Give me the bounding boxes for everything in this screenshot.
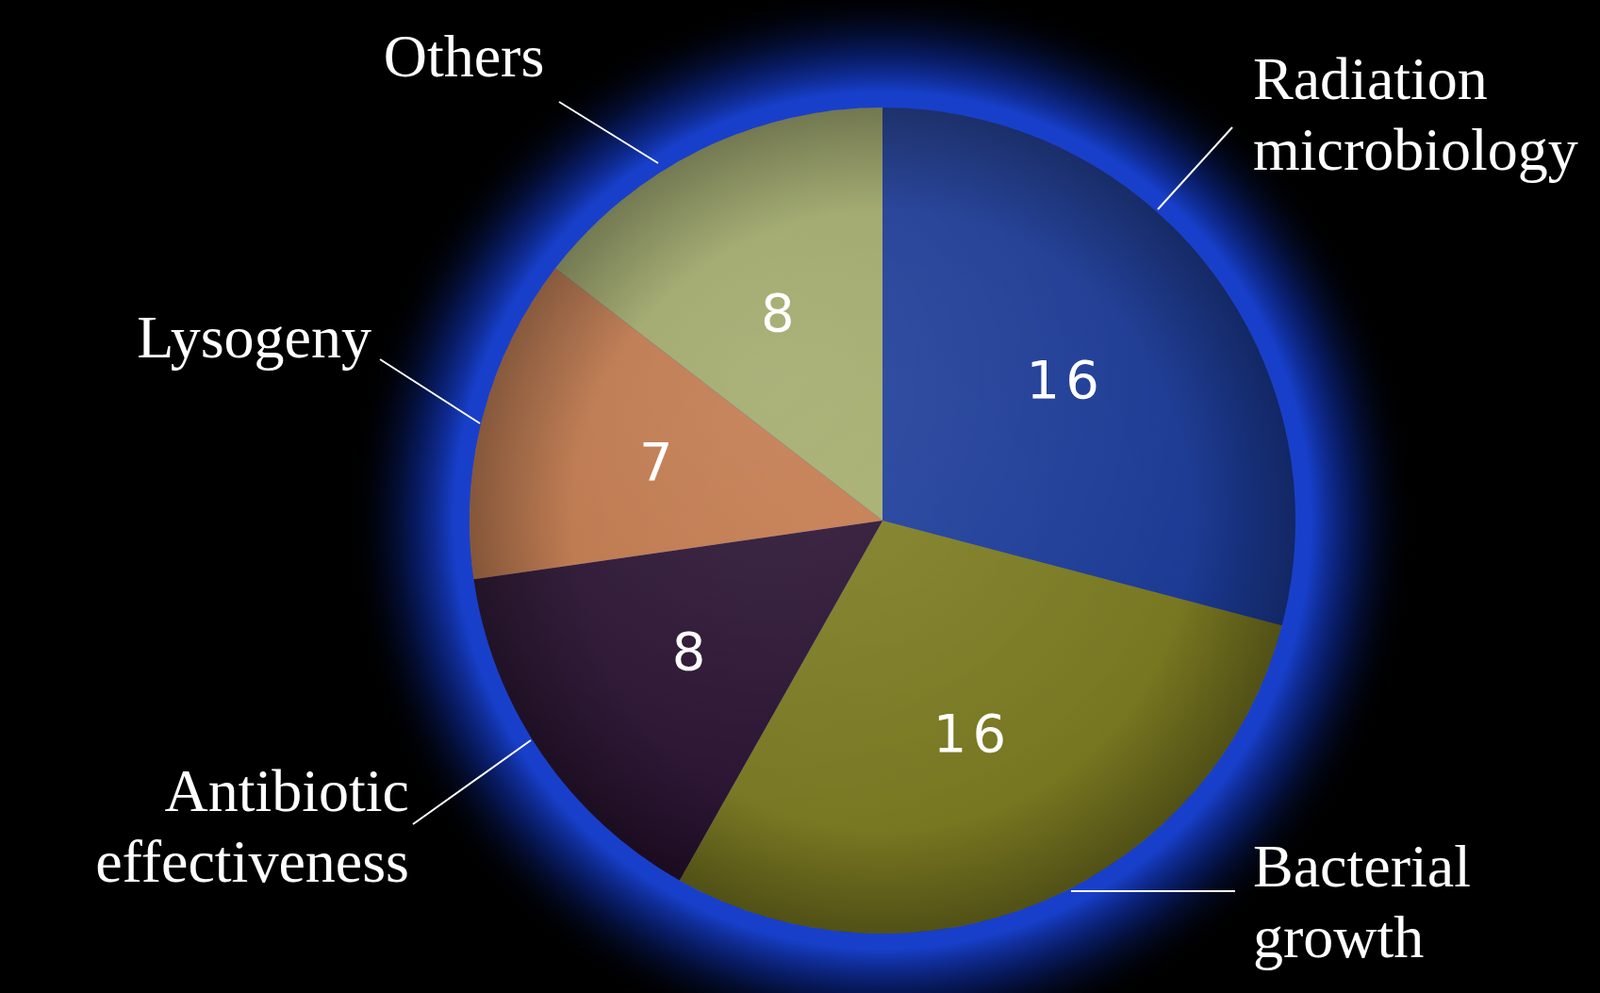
slices <box>469 107 1296 934</box>
leader-line <box>1071 890 1236 892</box>
leader-line <box>412 740 531 825</box>
label-line: Antibiotic <box>164 757 410 825</box>
sheen <box>469 107 1296 934</box>
chart: 16 16 8 7 8 Radiationmicrobiology Bacterialgro… <box>0 0 1600 993</box>
label-line: microbiology <box>1253 115 1579 183</box>
label-line: effectiveness <box>95 827 410 895</box>
category-label: Others <box>383 22 545 90</box>
data-label: 16 <box>933 702 1012 764</box>
category-label: Lysogeny <box>136 303 372 371</box>
leader-line <box>1157 127 1233 210</box>
category-label: Radiationmicrobiology <box>1253 45 1579 183</box>
category-label: Bacterialgrowth <box>1253 832 1471 971</box>
label-line: Bacterial <box>1253 832 1471 900</box>
data-label: 8 <box>760 281 801 344</box>
leader-line <box>379 359 480 424</box>
label-line: Others <box>383 22 545 90</box>
leader-line <box>559 101 659 164</box>
label-line: Radiation <box>1253 45 1488 113</box>
label-line: Lysogeny <box>136 303 372 371</box>
category-labels: Radiationmicrobiology Bacterialgrowth Anti… <box>95 22 1579 971</box>
slice <box>473 520 883 880</box>
category-label: Antibioticeffectiveness <box>95 757 410 895</box>
limb-shade <box>469 107 1296 934</box>
slice <box>555 107 883 521</box>
data-label: 8 <box>672 620 712 682</box>
data-label: 7 <box>639 430 679 493</box>
data-label: 16 <box>1026 348 1106 411</box>
label-line: growth <box>1253 903 1424 971</box>
